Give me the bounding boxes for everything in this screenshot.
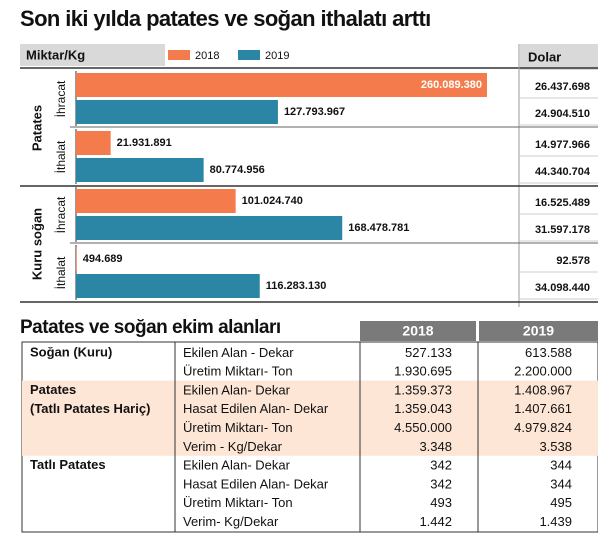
row-group-label: Tatlı Patates: [30, 457, 106, 472]
dollar-value: 26.437.698: [535, 81, 590, 93]
row-item: Ekilen Alan- Dekar: [183, 458, 291, 473]
bar: [76, 189, 236, 213]
bar: [76, 274, 260, 298]
value-label: 168.478.781: [348, 222, 409, 234]
bar: [76, 73, 487, 97]
cell: 1.359.373: [394, 382, 452, 397]
bar: [76, 247, 77, 271]
bar: [76, 131, 111, 155]
dollar-value: 34.098.440: [535, 282, 590, 294]
cell: 344: [550, 458, 572, 473]
value-label: 260.089.380: [421, 79, 482, 91]
header-bg: [20, 44, 165, 66]
group-label: Kuru soğan: [29, 208, 44, 280]
bar: [76, 100, 278, 124]
legend-swatch: [168, 50, 190, 60]
row-item: Üretim Miktarı- Ton: [183, 364, 293, 379]
dollar-value: 44.340.704: [535, 166, 591, 178]
cell: 3.538: [539, 439, 572, 454]
value-label: 116.283.130: [266, 280, 327, 292]
legend-label: 2019: [265, 50, 289, 62]
cell: 4.979.824: [514, 420, 572, 435]
cell: 3.348: [419, 439, 452, 454]
value-label: 80.774.956: [210, 164, 265, 176]
value-label: 101.024.740: [242, 195, 303, 207]
bar: [76, 216, 343, 240]
axis-label: Miktar/Kg: [26, 47, 85, 62]
dollar-header: Dolar: [528, 49, 561, 64]
dollar-header-bg: [520, 44, 598, 70]
cell: 342: [430, 458, 452, 473]
cell: 493: [430, 495, 452, 510]
cell: 527.133: [405, 345, 452, 360]
title: Son iki yılda patates ve soğan ithalatı …: [20, 6, 431, 31]
row-group-label: (Tatlı Patates Hariç): [30, 401, 150, 416]
table-header-bg: [360, 321, 476, 341]
legend-swatch: [238, 50, 260, 60]
cell: 1.359.043: [394, 401, 452, 416]
subgroup-label: İhracat: [54, 80, 68, 117]
dollar-value: 14.977.966: [535, 139, 590, 151]
table-header: 2018: [402, 323, 433, 339]
cell: 342: [430, 476, 452, 491]
row-item: Verim- Kg/Dekar: [183, 514, 279, 529]
cell: 613.588: [525, 345, 572, 360]
dollar-value: 16.525.489: [535, 197, 590, 209]
row-item: Hasat Edilen Alan- Dekar: [183, 401, 329, 416]
row-item: Üretim Miktarı- Ton: [183, 495, 293, 510]
table-title: Patates ve soğan ekim alanları: [20, 317, 281, 338]
row-item: Ekilen Alan - Dekar: [183, 345, 294, 360]
table-header-bg: [479, 321, 598, 341]
cell: 1.930.695: [394, 364, 452, 379]
table-header: 2019: [523, 323, 554, 339]
value-label: 494.689: [83, 253, 123, 265]
group-bg: [22, 380, 598, 456]
dollar-value: 24.904.510: [535, 108, 590, 120]
row-group-label: Patates: [30, 382, 76, 397]
group-label: Patates: [29, 105, 44, 151]
row-item: Verim - Kg/Dekar: [183, 439, 283, 454]
bar: [76, 158, 204, 182]
value-label: 127.793.967: [284, 106, 345, 118]
dollar-value: 31.597.178: [535, 224, 590, 236]
row-item: Ekilen Alan- Dekar: [183, 382, 291, 397]
row-item: Üretim Miktarı- Ton: [183, 420, 293, 435]
subgroup-label: İthalat: [54, 140, 68, 173]
cell: 4.550.000: [394, 420, 452, 435]
cell: 1.439: [539, 514, 572, 529]
row-item: Hasat Edilen Alan- Dekar: [183, 476, 329, 491]
subgroup-label: İthalat: [54, 256, 68, 289]
value-label: 21.931.891: [117, 137, 172, 149]
cell: 2.200.000: [514, 364, 572, 379]
cell: 1.442: [419, 514, 452, 529]
cell: 495: [550, 495, 572, 510]
dollar-value: 92.578: [556, 255, 590, 267]
row-group-label: Soğan (Kuru): [30, 344, 112, 359]
subgroup-label: İhracat: [54, 196, 68, 233]
cell: 344: [550, 476, 572, 491]
cell: 1.408.967: [514, 382, 572, 397]
cell: 1.407.661: [514, 401, 572, 416]
legend-label: 2018: [195, 50, 219, 62]
